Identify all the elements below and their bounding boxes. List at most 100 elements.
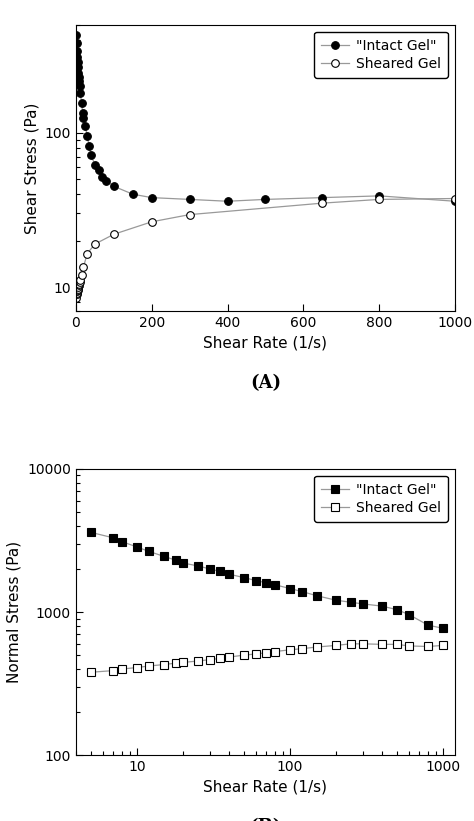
"Intact Gel" bbox=[76, 67, 82, 77]
Sheared Gel bbox=[314, 642, 319, 652]
"Intact Gel" bbox=[314, 591, 319, 601]
Sheared Gel bbox=[394, 640, 400, 649]
Sheared Gel bbox=[110, 666, 116, 676]
Line: Sheared Gel: Sheared Gel bbox=[87, 640, 447, 676]
"Intact Gel" bbox=[76, 71, 82, 81]
"Intact Gel" bbox=[80, 108, 85, 117]
Sheared Gel bbox=[272, 647, 278, 657]
Sheared Gel bbox=[81, 262, 86, 272]
"Intact Gel" bbox=[319, 193, 325, 203]
"Intact Gel" bbox=[348, 598, 354, 608]
"Intact Gel" bbox=[76, 76, 82, 86]
Sheared Gel bbox=[195, 656, 201, 666]
Sheared Gel bbox=[119, 664, 125, 674]
Sheared Gel bbox=[379, 640, 385, 649]
"Intact Gel" bbox=[86, 141, 92, 151]
Sheared Gel bbox=[180, 658, 186, 667]
Sheared Gel bbox=[376, 195, 382, 204]
Sheared Gel bbox=[207, 655, 213, 665]
"Intact Gel" bbox=[406, 610, 412, 620]
"Intact Gel" bbox=[119, 537, 125, 547]
"Intact Gel" bbox=[100, 172, 105, 181]
Text: (A): (A) bbox=[250, 374, 281, 392]
Sheared Gel bbox=[263, 648, 269, 658]
"Intact Gel" bbox=[84, 131, 90, 141]
"Intact Gel" bbox=[103, 176, 109, 186]
Sheared Gel bbox=[333, 640, 339, 650]
Line: "Intact Gel": "Intact Gel" bbox=[73, 31, 459, 205]
Sheared Gel bbox=[79, 270, 84, 280]
Sheared Gel bbox=[146, 661, 152, 671]
Sheared Gel bbox=[149, 217, 155, 227]
Sheared Gel bbox=[348, 639, 354, 649]
Sheared Gel bbox=[75, 284, 81, 294]
"Intact Gel" bbox=[287, 584, 292, 594]
"Intact Gel" bbox=[111, 181, 117, 191]
Line: Sheared Gel: Sheared Gel bbox=[73, 195, 459, 302]
"Intact Gel" bbox=[425, 620, 431, 630]
Sheared Gel bbox=[173, 658, 179, 668]
"Intact Gel" bbox=[81, 112, 86, 122]
Sheared Gel bbox=[111, 229, 117, 239]
Sheared Gel bbox=[78, 275, 83, 285]
"Intact Gel" bbox=[110, 533, 116, 543]
"Intact Gel" bbox=[187, 195, 192, 204]
"Intact Gel" bbox=[225, 196, 230, 206]
Sheared Gel bbox=[425, 641, 431, 651]
"Intact Gel" bbox=[376, 191, 382, 201]
Sheared Gel bbox=[253, 649, 259, 659]
Sheared Gel bbox=[84, 249, 90, 259]
"Intact Gel" bbox=[75, 57, 81, 67]
Sheared Gel bbox=[76, 279, 82, 289]
"Intact Gel" bbox=[299, 587, 305, 597]
"Intact Gel" bbox=[272, 580, 278, 589]
X-axis label: Shear Rate (1/s): Shear Rate (1/s) bbox=[203, 336, 328, 351]
"Intact Gel" bbox=[74, 46, 80, 56]
"Intact Gel" bbox=[161, 552, 166, 562]
Sheared Gel bbox=[88, 667, 93, 677]
"Intact Gel" bbox=[75, 62, 81, 72]
"Intact Gel" bbox=[360, 599, 366, 609]
Sheared Gel bbox=[74, 287, 80, 296]
Sheared Gel bbox=[76, 282, 82, 292]
"Intact Gel" bbox=[77, 81, 82, 91]
Sheared Gel bbox=[241, 650, 246, 660]
"Intact Gel" bbox=[96, 166, 101, 176]
Y-axis label: Shear Stress (Pa): Shear Stress (Pa) bbox=[24, 103, 39, 234]
Sheared Gel bbox=[134, 663, 140, 672]
Sheared Gel bbox=[77, 277, 82, 287]
Line: "Intact Gel": "Intact Gel" bbox=[87, 529, 447, 632]
"Intact Gel" bbox=[88, 149, 94, 159]
Sheared Gel bbox=[187, 209, 192, 219]
X-axis label: Shear Rate (1/s): Shear Rate (1/s) bbox=[203, 780, 328, 795]
Y-axis label: Normal Stress (Pa): Normal Stress (Pa) bbox=[7, 541, 21, 683]
"Intact Gel" bbox=[379, 601, 385, 611]
Sheared Gel bbox=[360, 639, 366, 649]
"Intact Gel" bbox=[73, 30, 79, 39]
"Intact Gel" bbox=[440, 623, 446, 633]
Legend: "Intact Gel", Sheared Gel: "Intact Gel", Sheared Gel bbox=[314, 475, 448, 522]
"Intact Gel" bbox=[207, 564, 213, 574]
Sheared Gel bbox=[226, 652, 232, 662]
Sheared Gel bbox=[217, 654, 223, 663]
"Intact Gel" bbox=[74, 52, 80, 62]
"Intact Gel" bbox=[394, 605, 400, 615]
"Intact Gel" bbox=[241, 573, 246, 583]
"Intact Gel" bbox=[173, 555, 179, 565]
Legend: "Intact Gel", Sheared Gel: "Intact Gel", Sheared Gel bbox=[314, 31, 448, 78]
Sheared Gel bbox=[74, 288, 80, 298]
Sheared Gel bbox=[75, 285, 81, 295]
"Intact Gel" bbox=[88, 527, 93, 537]
"Intact Gel" bbox=[92, 160, 98, 170]
Text: (B): (B) bbox=[249, 819, 282, 821]
"Intact Gel" bbox=[253, 576, 259, 585]
"Intact Gel" bbox=[149, 193, 155, 203]
"Intact Gel" bbox=[195, 561, 201, 571]
Sheared Gel bbox=[76, 280, 82, 290]
"Intact Gel" bbox=[130, 190, 136, 200]
"Intact Gel" bbox=[263, 578, 269, 588]
Sheared Gel bbox=[73, 293, 79, 303]
Sheared Gel bbox=[452, 194, 458, 204]
"Intact Gel" bbox=[263, 195, 268, 204]
"Intact Gel" bbox=[146, 547, 152, 557]
